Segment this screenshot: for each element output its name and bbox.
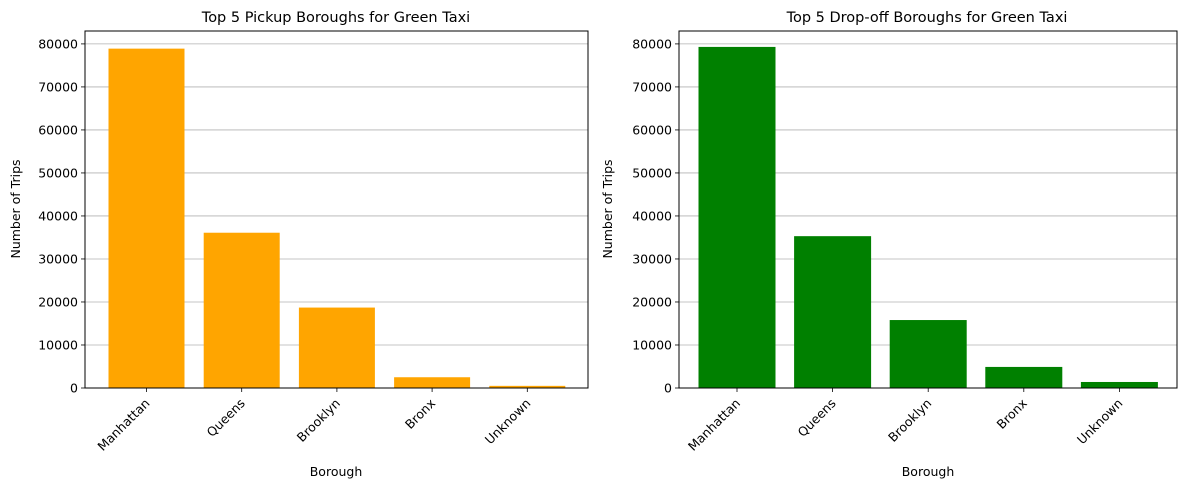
bar-unknown <box>489 385 566 388</box>
y-tick-label: 70000 <box>38 79 78 94</box>
y-tick-label: 50000 <box>38 165 78 180</box>
y-tick-label: 60000 <box>632 122 672 137</box>
x-tick-label: Queens <box>794 396 838 440</box>
y-axis-label: Number of Trips <box>8 159 23 258</box>
x-tick-label: Bronx <box>994 396 1030 432</box>
x-tick-label: Manhattan <box>685 396 743 454</box>
plot-frame <box>84 30 589 389</box>
bar-bronx <box>985 366 1063 388</box>
y-tick-label: 20000 <box>38 294 78 309</box>
y-tick-label: 0 <box>664 381 672 396</box>
chart-title: Top 5 Pickup Boroughs for Green Taxi <box>201 10 470 26</box>
y-tick-label: 40000 <box>632 208 672 223</box>
y-tick-label: 30000 <box>38 251 78 266</box>
y-tick-label: 80000 <box>38 36 78 51</box>
x-tick-label: Unknown <box>482 396 534 448</box>
dropoff-chart: Top 5 Drop-off Boroughs for Green Taxi 0… <box>600 10 1178 479</box>
bar-queens <box>203 232 280 388</box>
y-axis-label: Number of Trips <box>600 159 615 258</box>
y-tick-label: 70000 <box>632 79 672 94</box>
bar-bronx <box>394 377 471 388</box>
x-axis-label: Borough <box>310 464 363 479</box>
y-tick-label: 20000 <box>632 294 672 309</box>
chart-title: Top 5 Drop-off Boroughs for Green Taxi <box>786 10 1068 26</box>
bar-queens <box>794 236 872 388</box>
bar-unknown <box>1080 381 1158 388</box>
plot-frame <box>678 30 1178 389</box>
y-tick-label: 80000 <box>632 36 672 51</box>
y-tick-label: 30000 <box>632 251 672 266</box>
x-axis-label: Borough <box>902 464 955 479</box>
bar-manhattan <box>108 48 185 388</box>
x-tick-label: Unknown <box>1074 396 1126 448</box>
bar-brooklyn <box>298 307 375 388</box>
x-tick-label: Brooklyn <box>294 396 343 445</box>
x-tick-label: Manhattan <box>94 396 152 454</box>
y-tick-label: 0 <box>70 381 78 396</box>
x-tick-label: Bronx <box>402 396 438 432</box>
y-tick-label: 60000 <box>38 122 78 137</box>
y-tick-label: 50000 <box>632 165 672 180</box>
y-tick-label: 40000 <box>38 208 78 223</box>
x-tick-label: Brooklyn <box>885 396 934 445</box>
bar-brooklyn <box>889 320 967 388</box>
pickup-chart: Top 5 Pickup Boroughs for Green Taxi 0 10… <box>8 10 589 479</box>
bar-manhattan <box>698 46 776 388</box>
x-tick-label: Queens <box>204 396 248 440</box>
y-tick-label: 10000 <box>632 337 672 352</box>
y-tick-label: 10000 <box>38 337 78 352</box>
